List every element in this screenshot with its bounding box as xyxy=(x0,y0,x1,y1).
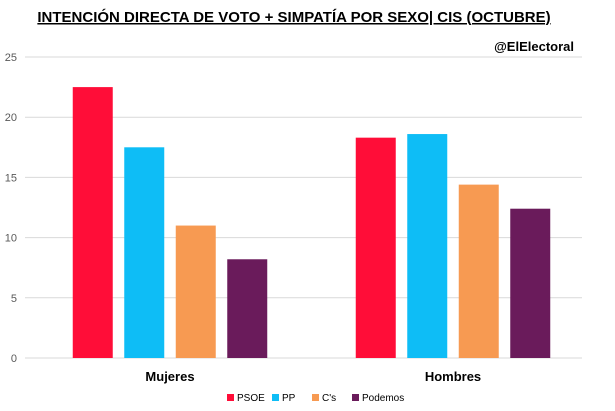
x-axis-categories: Mujeres Hombres xyxy=(145,369,481,384)
x-category-label: Mujeres xyxy=(145,369,194,384)
y-tick-label: 15 xyxy=(5,172,17,184)
y-axis-ticks: 0 5 10 15 20 25 xyxy=(5,52,17,365)
legend-label: Podemos xyxy=(362,393,404,404)
bar-psoe-hombres xyxy=(355,137,396,358)
legend-swatch xyxy=(352,394,359,401)
legend-swatch xyxy=(227,394,234,401)
bar-pp-mujeres xyxy=(124,147,165,358)
legend-swatch xyxy=(312,394,319,401)
watermark-label: @ElElectoral xyxy=(494,39,574,54)
y-tick-label: 20 xyxy=(5,112,17,124)
chart-title: INTENCIÓN DIRECTA DE VOTO + SIMPATÍA POR… xyxy=(37,8,550,26)
bar-podemos-mujeres xyxy=(227,259,268,358)
bars xyxy=(72,87,551,358)
bar-podemos-hombres xyxy=(510,208,551,358)
y-tick-label: 10 xyxy=(5,233,17,245)
legend-swatch xyxy=(272,394,279,401)
legend: PSOE PP C's Podemos xyxy=(227,393,404,404)
bar-pp-hombres xyxy=(407,134,448,358)
bar-c-s-hombres xyxy=(458,184,499,358)
y-tick-label: 5 xyxy=(11,293,17,305)
bar-c-s-mujeres xyxy=(175,225,216,358)
bar-psoe-mujeres xyxy=(72,87,113,358)
y-tick-label: 0 xyxy=(11,353,17,365)
legend-label: C's xyxy=(322,393,336,404)
legend-label: PSOE xyxy=(237,393,265,404)
legend-label: PP xyxy=(282,393,296,404)
x-category-label: Hombres xyxy=(425,369,481,384)
y-tick-label: 25 xyxy=(5,52,17,64)
